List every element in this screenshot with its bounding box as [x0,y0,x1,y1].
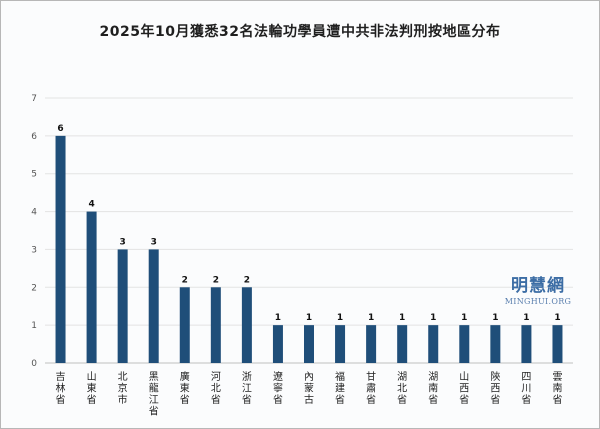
data-label: 6 [57,124,63,134]
data-label: 1 [523,313,529,323]
bar [148,249,159,363]
data-label: 1 [399,313,405,323]
x-tick-label: 甘肅省 [366,370,376,406]
logo-english-text: MINGHUI.ORG [504,297,572,306]
bar [86,211,97,363]
data-label: 3 [120,237,126,247]
bar [521,325,532,363]
x-tick-label: 北京市 [118,371,128,406]
x-tick-label: 浙江省 [242,371,252,406]
bar [304,325,314,363]
bar [117,249,128,363]
bar [335,325,346,363]
bar [428,325,439,363]
bar [459,325,470,363]
y-tick-label: 6 [31,132,37,142]
y-tick-label: 0 [31,359,37,369]
x-tick-label: 雲南省 [552,371,562,406]
data-label: 1 [275,313,281,323]
data-label: 1 [306,313,312,323]
y-axis-ticks: 0 1 2 3 4 5 6 7 [31,94,37,369]
x-axis-ticks: 吉林省 山東省 北京市 黑龍江省 廣東省 河北省 浙江省 遼寧省 內蒙古 福建省 甘肅省 湖北省 湖南省… [56,370,563,418]
x-tick-label: 福建省 [335,370,345,406]
data-label: 1 [554,313,560,323]
y-tick-label: 3 [31,245,37,255]
bar [55,135,66,363]
logo-chinese-text: 明慧網 [511,276,565,296]
bar [179,287,190,363]
bars [55,135,563,363]
y-tick-label: 4 [31,208,37,218]
minghui-logo: 明慧網 MINGHUI.ORG [493,271,583,306]
y-tick-label: 2 [31,283,37,293]
data-label: 1 [368,313,374,323]
data-label: 3 [151,237,157,247]
x-tick-label: 黑龍江省 [149,371,159,418]
data-label: 2 [182,275,188,285]
bar [552,325,563,363]
bar [210,287,221,363]
data-label: 2 [244,275,250,285]
x-tick-label: 河北省 [211,371,221,406]
x-tick-label: 四川省 [521,372,531,406]
bar [490,325,501,363]
x-tick-label: 湖北省 [397,371,407,406]
data-label: 1 [492,313,498,323]
bar [272,325,283,363]
bar [241,287,252,363]
x-tick-label: 吉林省 [56,371,66,406]
data-label: 1 [430,313,436,323]
x-tick-label: 內蒙古 [304,371,314,406]
x-tick-label: 山東省 [87,371,97,406]
bar [366,325,377,363]
x-tick-label: 湖南省 [428,371,438,406]
y-tick-label: 5 [31,170,37,180]
y-tick-label: 7 [31,94,37,104]
data-label: 2 [213,275,219,285]
bar [397,325,408,363]
chart-title: 2025年10月獲悉32名法輪功學員遭中共非法判刑按地區分布 [99,24,501,40]
y-tick-label: 1 [31,321,37,331]
x-tick-label: 遼寧省 [273,370,283,406]
data-labels: 6 4 3 3 2 2 2 1 1 1 1 1 1 1 1 1 1 [57,124,560,323]
data-label: 1 [461,313,467,323]
data-label: 4 [88,200,94,210]
x-tick-label: 廣東省 [180,370,190,406]
data-label: 1 [337,313,343,323]
x-tick-label: 山西省 [459,371,469,406]
x-tick-label: 陝西省 [490,371,500,406]
